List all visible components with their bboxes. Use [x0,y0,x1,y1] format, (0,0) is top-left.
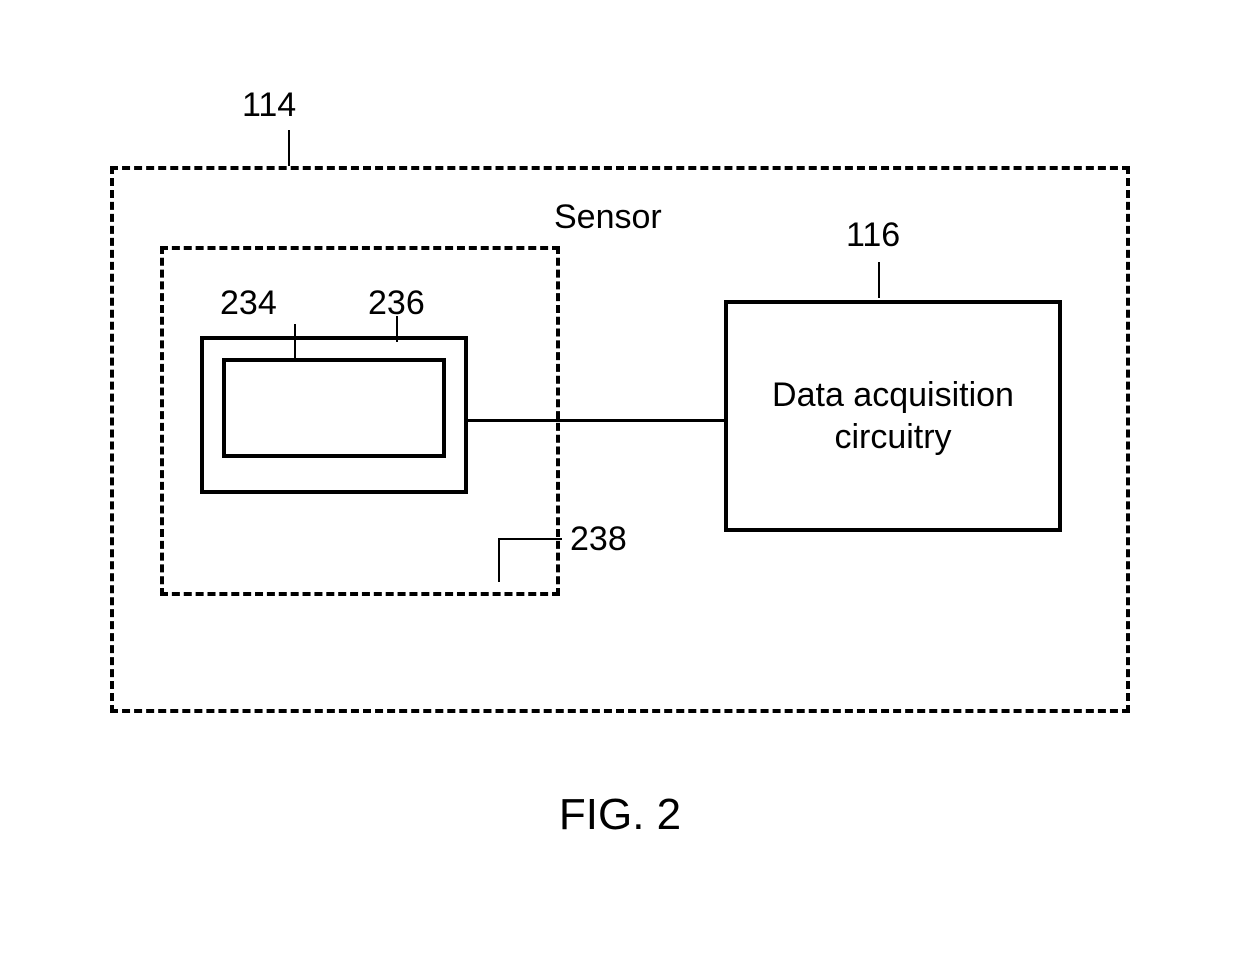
data-acquisition-box-116: Data acquisition circuitry [724,300,1062,532]
component-234 [222,358,446,458]
ref-label-238: 238 [570,520,627,559]
leader-238-v [498,538,500,582]
leader-114 [288,130,290,166]
ref-label-234: 234 [220,284,277,323]
ref-label-116: 116 [846,216,900,255]
leader-234 [294,324,296,358]
data-acquisition-label: Data acquisition circuitry [772,374,1014,459]
figure-caption: FIG. 2 [0,790,1240,840]
ref-label-114: 114 [242,86,296,125]
leader-116 [878,262,880,298]
sensor-label: Sensor [554,198,662,237]
leader-238-h [500,538,562,540]
ref-label-236: 236 [368,284,425,323]
diagram-stage: Data acquisition circuitry 114 116 234 2… [0,0,1240,965]
connector-sensor-to-daq [468,419,724,422]
